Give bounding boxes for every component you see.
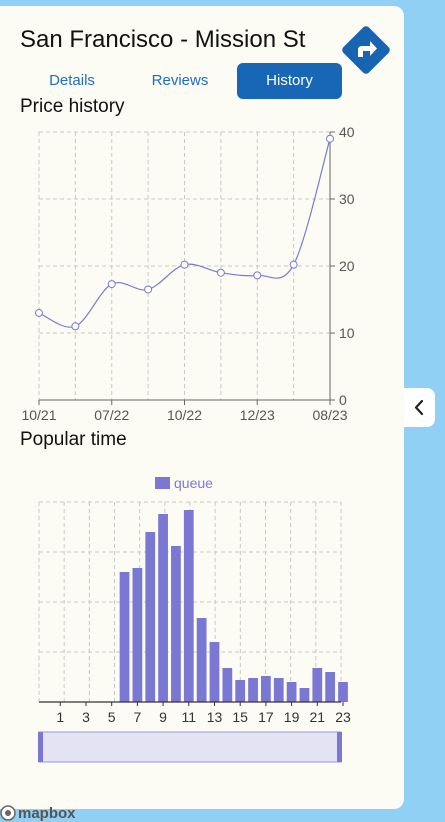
x-tick-label: 7 (133, 709, 141, 725)
bar (209, 642, 220, 702)
data-point (216, 268, 225, 277)
bar (325, 672, 336, 702)
bar (286, 682, 297, 702)
bar (261, 676, 271, 702)
legend: queue (155, 475, 213, 491)
x-tick-label: 10/22 (167, 407, 202, 423)
zoom-slider-handle-right[interactable] (337, 732, 342, 762)
bar (158, 514, 168, 702)
mapbox-attribution[interactable]: mapbox (0, 804, 76, 822)
tab-bar: Details Reviews History (20, 63, 342, 99)
x-tick-label: 9 (159, 709, 167, 725)
bar (235, 680, 246, 702)
y-tick-label: 10 (339, 325, 355, 341)
data-point (35, 308, 43, 317)
x-tick-label: 23 (335, 709, 351, 725)
data-point (144, 285, 153, 294)
x-tick-label: 21 (310, 709, 326, 725)
chevron-left-icon (414, 399, 424, 416)
x-tick-label: 1 (56, 709, 64, 725)
legend-swatch (155, 477, 170, 489)
tab-history[interactable]: History (237, 63, 342, 99)
mapbox-wordmark: mapbox (18, 804, 76, 822)
bar (119, 572, 130, 702)
y-tick-label: 20 (339, 258, 355, 274)
x-tick-label: 19 (284, 709, 300, 725)
bar (132, 568, 143, 702)
zoom-slider[interactable] (38, 731, 342, 763)
place-panel: San Francisco - Mission St Details Revie… (0, 6, 404, 809)
x-tick-label: 10/21 (21, 407, 56, 423)
bar (145, 532, 156, 702)
data-point (180, 260, 189, 269)
data-point (253, 271, 262, 280)
data-point (71, 322, 80, 331)
y-tick-label: 30 (339, 191, 355, 207)
x-tick-label: 12/23 (240, 407, 275, 423)
x-tick-label: 15 (232, 709, 248, 725)
x-tick-label: 07/22 (94, 407, 129, 423)
bar (248, 678, 258, 702)
directions-button[interactable] (340, 24, 392, 76)
turn-right-arrow-icon (358, 41, 377, 57)
price-history-chart[interactable]: 0 10 20 30 40 10/21 07/22 10/22 12/23 08/23 (0, 120, 404, 426)
place-title: San Francisco - Mission St (20, 26, 306, 53)
popular-time-heading: Popular time (20, 429, 127, 450)
collapse-panel-button[interactable] (404, 388, 435, 427)
x-tick-label: 08/23 (312, 407, 347, 423)
data-point (326, 134, 334, 143)
tab-details[interactable]: Details (49, 72, 95, 89)
data-point (289, 260, 298, 269)
bar (171, 546, 181, 702)
legend-label: queue (174, 475, 213, 491)
tab-reviews[interactable]: Reviews (151, 72, 209, 89)
bar (222, 668, 233, 702)
zoom-slider-track (38, 731, 342, 763)
bar (338, 682, 348, 702)
price-history-heading: Price history (20, 96, 125, 117)
y-tick-label: 40 (339, 124, 355, 140)
x-tick-label: 5 (108, 709, 116, 725)
bar (273, 678, 284, 702)
zoom-slider-handle-left[interactable] (38, 732, 43, 762)
x-tick-label: 13 (207, 709, 223, 725)
x-tick-label: 11 (182, 709, 197, 725)
x-tick-label: 3 (82, 709, 90, 725)
bar (196, 618, 207, 702)
bar (299, 688, 310, 702)
bar (183, 510, 194, 702)
y-tick-label: 0 (339, 392, 347, 408)
x-tick-label: 17 (258, 709, 274, 725)
data-point (107, 280, 116, 289)
bar (312, 668, 323, 702)
mapbox-logo (0, 805, 16, 821)
